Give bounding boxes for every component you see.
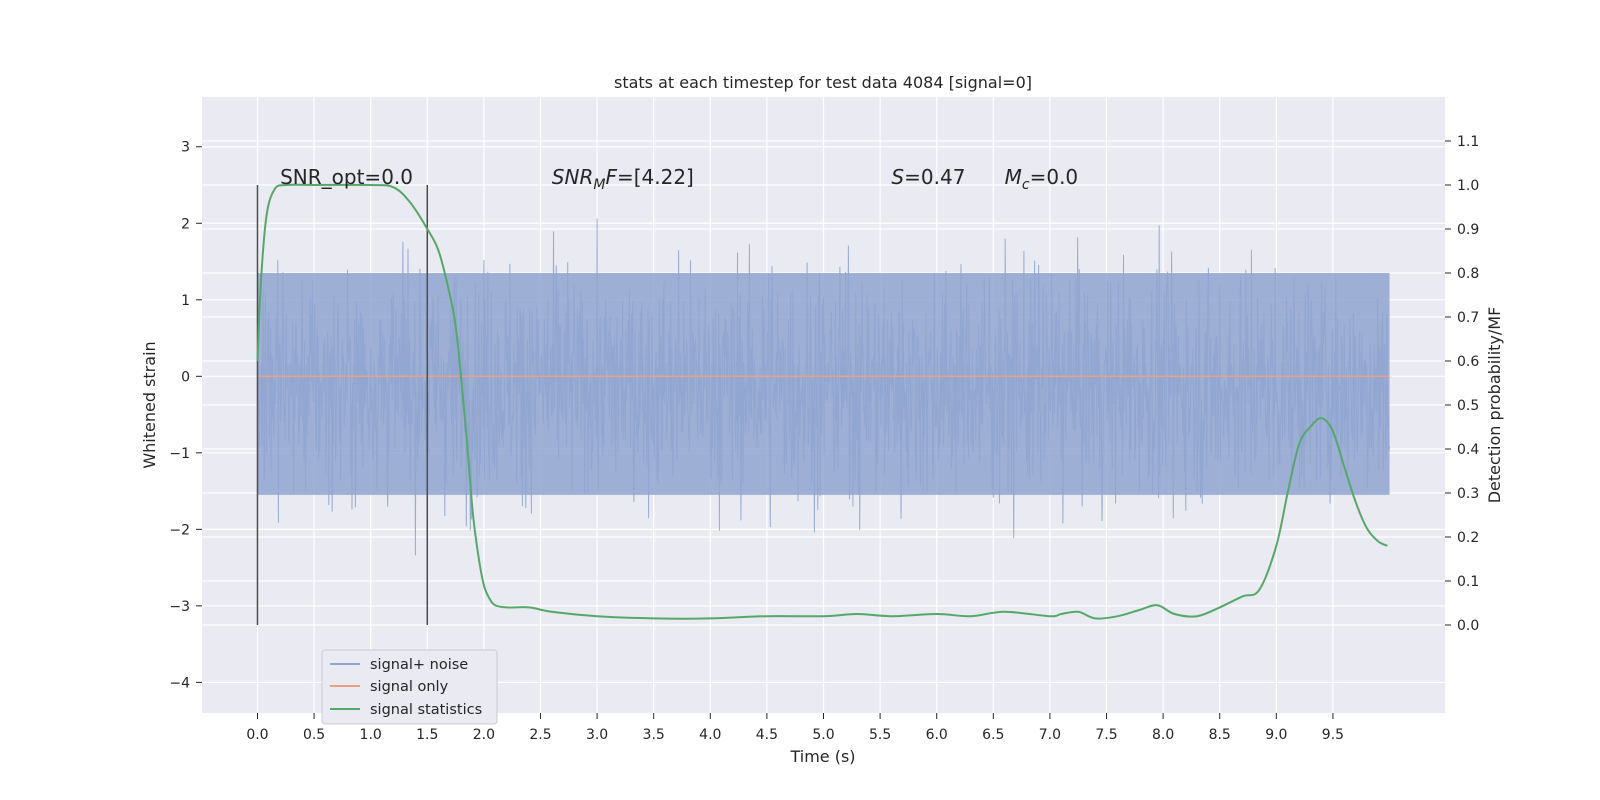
y-left-tick-label: 3 (181, 140, 190, 156)
x-tick-label: 5.0 (812, 727, 834, 743)
annotation-base: SNR (552, 165, 594, 189)
x-tick-label: 3.5 (643, 727, 665, 743)
y-right-tick-label: 0.2 (1457, 530, 1479, 546)
y-right-tick-label: 0.4 (1457, 442, 1479, 458)
y-axis-label-left: Whitened strain (140, 341, 159, 468)
tick-labels: 0.0 0.5 1.0 1.5 2.0 2.5 3.0 3.5 4.0 4.5 5.0 5.5 6.0 6… (169, 134, 1479, 743)
x-tick-label: 2.0 (473, 727, 495, 743)
annotation-subscript: M (593, 177, 605, 193)
x-tick-label: 5.5 (869, 727, 891, 743)
annotations: SNR_opt=0.0 SNRMF=[4.22] S=0.47 Mc=0.0 (280, 165, 1078, 193)
noise-core-band (257, 273, 1390, 495)
legend-label-signal: signal only (370, 679, 449, 695)
series-signal-noise (257, 218, 1390, 556)
annotation-2: S=0.47 (891, 165, 965, 189)
x-tick-label: 8.0 (1152, 727, 1174, 743)
y-right-tick-label: 0.5 (1457, 398, 1479, 414)
statistics-line (256, 183, 1388, 620)
annotation-rest: =0.0 (1030, 165, 1079, 189)
legend-box (321, 649, 498, 725)
x-tick-label: 8.5 (1209, 727, 1231, 743)
x-axis-label: Time (s) (789, 747, 855, 766)
x-tick-label: 4.0 (699, 727, 721, 743)
x-tick-label: 7.0 (1039, 727, 1061, 743)
x-tick-label: 4.5 (756, 727, 778, 743)
y-axis-label-right: Detection probability/MF (1485, 307, 1504, 504)
y-left-tick-label: 1 (181, 293, 190, 309)
x-tick-label: 0.0 (246, 727, 268, 743)
y-right-tick-label: 0.8 (1457, 266, 1479, 282)
annotation-0: SNR_opt=0.0 (280, 165, 413, 189)
annotation-rest: =0.47 (904, 165, 965, 189)
annotation-base: M (1005, 165, 1022, 189)
series-signal-statistics (256, 183, 1388, 620)
x-tick-label: 9.0 (1265, 727, 1287, 743)
y-right-tick-label: 1.1 (1457, 134, 1479, 150)
x-tick-label: 6.5 (982, 727, 1004, 743)
y-right-tick-label: 1.0 (1457, 178, 1479, 194)
y-right-tick-label: 0.1 (1457, 574, 1479, 590)
x-tick-label: 1.5 (416, 727, 438, 743)
y-left-tick-label: −1 (169, 446, 190, 462)
x-tick-label: 1.0 (360, 727, 382, 743)
legend-label-stats: signal statistics (370, 702, 482, 718)
y-right-tick-label: 0.3 (1457, 486, 1479, 502)
x-tick-label: 9.5 (1322, 727, 1344, 743)
x-tick-label: 6.0 (926, 727, 948, 743)
y-right-tick-label: 0.0 (1457, 618, 1479, 634)
y-left-tick-label: 0 (181, 369, 190, 385)
y-left-tick-label: −2 (169, 522, 190, 538)
legend-label-noise: signal+ noise (370, 657, 468, 673)
annotation-rest-tail: =[4.22] (617, 165, 694, 189)
x-tick-label: 2.5 (529, 727, 551, 743)
y-left-tick-label: −3 (169, 599, 190, 615)
window-markers (256, 185, 429, 625)
annotation-1: SNRMF=[4.22] (552, 165, 694, 193)
x-tick-label: 7.5 (1095, 727, 1117, 743)
chart-title: stats at each timestep for test data 408… (614, 73, 1032, 92)
annotation-3: Mc=0.0 (1005, 165, 1079, 193)
y-left-tick-label: −4 (169, 675, 190, 691)
y-left-tick-label: 2 (181, 216, 190, 232)
y-right-tick-label: 0.6 (1457, 354, 1479, 370)
legend: signal+ noise signal only signal statist… (321, 649, 498, 725)
annotation-rest: F (605, 165, 617, 189)
x-tick-label: 3.0 (586, 727, 608, 743)
y-right-tick-label: 0.9 (1457, 222, 1479, 238)
annotation-subscript: c (1022, 177, 1030, 193)
annotation-base: S (891, 165, 904, 189)
y-right-tick-label: 0.7 (1457, 310, 1479, 326)
x-tick-label: 0.5 (303, 727, 325, 743)
